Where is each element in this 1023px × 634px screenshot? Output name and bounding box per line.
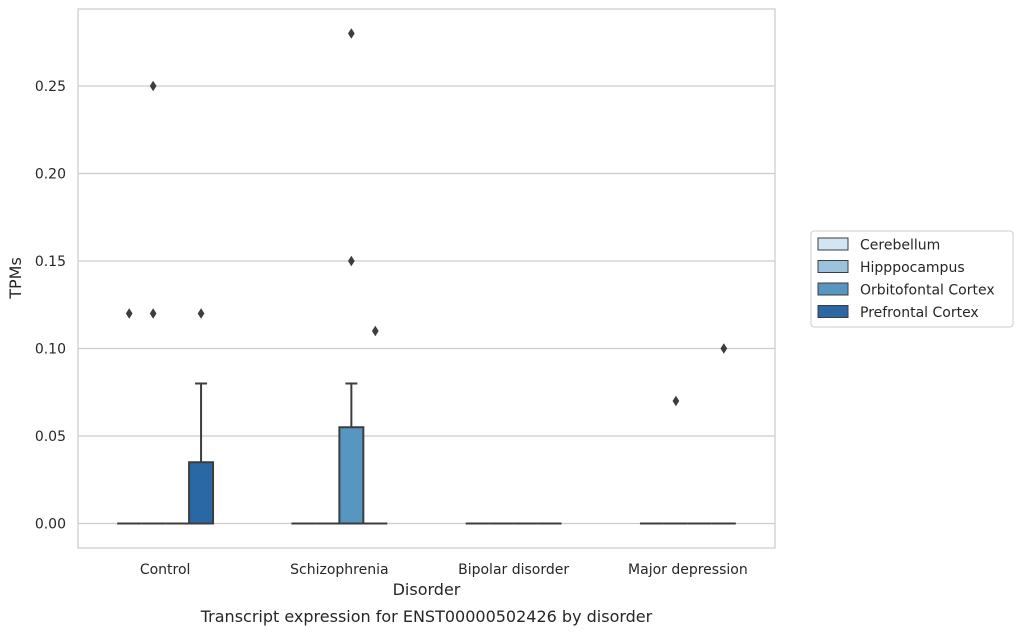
y-axis-title: TPMs	[6, 257, 25, 300]
legend-label: Hipppocampus	[860, 260, 965, 276]
x-tick-label: Major depression	[628, 562, 748, 578]
y-tick-label: 0.10	[35, 342, 66, 358]
outliers	[125, 28, 728, 407]
plot-area-frame	[77, 8, 776, 549]
x-tick-label: Schizophrenia	[290, 562, 388, 578]
box-orbitofontal-cortex-schizophrenia	[338, 382, 365, 525]
grid-lines	[78, 85, 775, 525]
box-prefrontal-cortex-control	[188, 382, 215, 525]
y-tick-label: 0.00	[35, 517, 66, 533]
legend-frame	[810, 230, 1014, 328]
y-tick-label: 0.15	[35, 254, 66, 270]
outlier-point	[347, 255, 355, 267]
outlier-point	[197, 308, 205, 319]
box-rect	[188, 461, 215, 525]
outlier-point	[720, 343, 728, 354]
legend-label: Orbitofontal Cortex	[860, 283, 995, 299]
legend-label: Cerebellum	[860, 238, 940, 254]
outlier-point	[149, 80, 157, 92]
x-tick-label: Control	[140, 562, 191, 578]
x-tick-labels: Control Schizophrenia Bipolar disorder Majo…	[140, 562, 748, 578]
y-tick-labels: 0.00 0.05 0.10 0.15 0.20 0.25	[35, 79, 66, 533]
outlier-point	[371, 325, 379, 337]
box-rect	[338, 426, 365, 525]
y-tick-label: 0.20	[35, 167, 66, 183]
legend-swatch	[817, 282, 849, 296]
legend-swatch	[817, 260, 849, 273]
y-tick-label: 0.05	[35, 429, 66, 445]
legend-swatch	[817, 237, 849, 251]
chart-caption: Transcript expression for ENST0000050242…	[200, 607, 653, 626]
x-axis-title: Disorder	[393, 580, 461, 599]
boxes	[117, 382, 736, 525]
y-tick-label: 0.25	[35, 79, 66, 95]
legend-label: Prefrontal Cortex	[860, 305, 979, 321]
outlier-point	[149, 308, 157, 319]
outlier-point	[125, 308, 133, 319]
legend: Cerebellum Hipppocampus Orbitofontal Corte…	[810, 230, 1014, 328]
legend-swatch	[817, 305, 849, 318]
outlier-point	[672, 395, 680, 407]
x-tick-label: Bipolar disorder	[458, 562, 569, 578]
outlier-point	[347, 28, 355, 39]
